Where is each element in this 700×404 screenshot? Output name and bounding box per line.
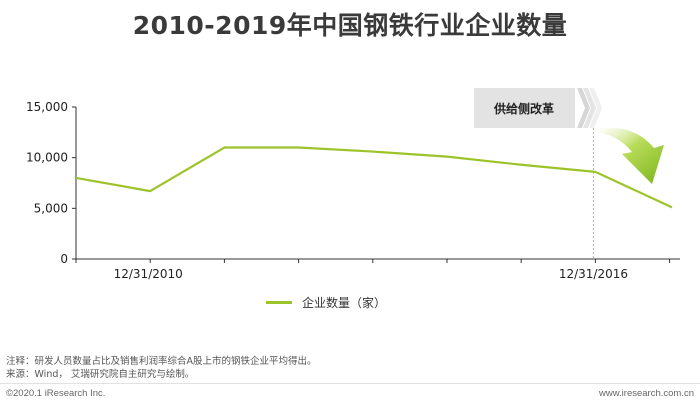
notes: 注释：研发人员数量占比及销售利润率综合A股上市的钢铁企业平均得出。 来源：Win… bbox=[6, 355, 317, 381]
chart-title: 2010-2019年中国钢铁行业企业数量 bbox=[132, 11, 568, 40]
x-tick-label: 12/31/2010 bbox=[114, 267, 183, 281]
y-axis-ticks: 0 5,000 10,000 15,000 bbox=[26, 100, 76, 266]
annotation-box bbox=[474, 88, 575, 128]
series-line bbox=[75, 146, 673, 209]
legend-label: 企业数量（家） bbox=[302, 296, 387, 310]
annotation-chevron bbox=[589, 88, 602, 128]
legend-swatch bbox=[266, 301, 292, 304]
website: www.iresearch.com.cn bbox=[598, 388, 694, 399]
annotation-chevron bbox=[577, 88, 590, 128]
decline-arrow bbox=[590, 127, 664, 184]
annotation-label: 供给侧改革 bbox=[493, 101, 554, 116]
chart-axes bbox=[75, 107, 680, 260]
y-tick-label: 0 bbox=[60, 252, 68, 266]
y-tick-label: 15,000 bbox=[26, 100, 68, 114]
y-tick-label: 5,000 bbox=[34, 201, 68, 215]
source-line: 来源：Wind， 艾瑞研究院自主研究与绘制。 bbox=[6, 369, 195, 380]
copyright: ©2020.1 iResearch Inc. bbox=[6, 388, 106, 399]
annotation-chevron bbox=[583, 88, 596, 128]
legend: 企业数量（家） bbox=[266, 294, 386, 311]
x-axis-ticks: 12/31/2010 12/31/2016 bbox=[75, 259, 671, 281]
x-tick-label: 12/31/2016 bbox=[559, 267, 628, 281]
series-lines bbox=[75, 146, 673, 209]
y-tick-label: 10,000 bbox=[26, 151, 68, 165]
reform-annotation: 供给侧改革 bbox=[474, 88, 664, 184]
note-line: 注释：研发人员数量占比及销售利润率综合A股上市的钢铁企业平均得出。 bbox=[6, 356, 317, 367]
footer-divider bbox=[0, 383, 700, 384]
